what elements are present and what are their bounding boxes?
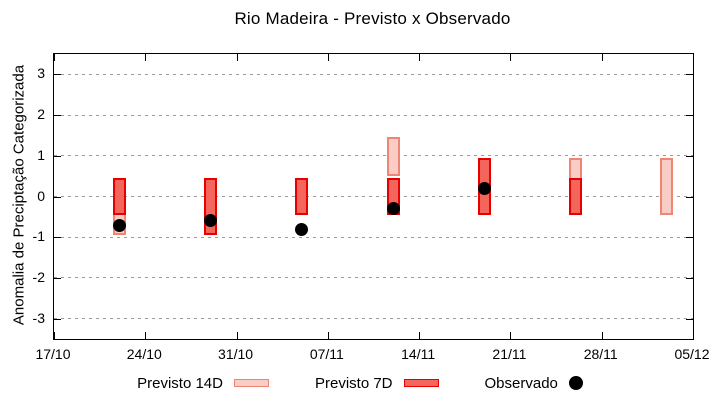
y-gridline [54, 318, 693, 320]
y-tick-left [54, 318, 61, 320]
x-tick-bottom [419, 332, 421, 339]
x-tick-top [601, 54, 603, 61]
y-tick-left [54, 115, 61, 117]
y-tick-right [686, 155, 693, 157]
x-tick-top [236, 54, 238, 61]
x-tick-label: 17/10 [35, 346, 71, 362]
bar-previsto-7d [112, 178, 126, 215]
x-tick-top [419, 54, 421, 61]
x-tick-label: 31/10 [218, 346, 254, 362]
legend-item-previsto-7d: Previsto 7D [315, 375, 439, 392]
y-tick-label: -3 [32, 309, 45, 326]
legend-label-previsto-14d: Previsto 14D [137, 374, 223, 392]
x-tick-label: 28/11 [583, 346, 618, 362]
y-tick-label: -2 [32, 268, 45, 285]
x-tick-bottom [54, 332, 55, 339]
y-gridline [54, 73, 693, 75]
x-tick-bottom [236, 332, 238, 339]
legend-label-previsto-7d: Previsto 7D [314, 374, 393, 392]
y-tick-left [54, 277, 61, 279]
y-gridline [54, 196, 693, 197]
observado-dot [295, 222, 309, 236]
y-tick-label: 1 [37, 146, 45, 163]
legend-swatch-previsto-14d-icon [233, 379, 269, 387]
y-gridline [54, 155, 693, 157]
y-tick-right [686, 277, 693, 279]
y-tick-label: 3 [37, 65, 45, 82]
y-tick-label: 2 [37, 106, 45, 123]
x-tick-top [693, 54, 694, 61]
x-tick-bottom [145, 332, 147, 339]
y-gridline [54, 114, 693, 116]
legend-observado-dot-icon [568, 376, 583, 390]
observado-dot [477, 181, 491, 195]
x-tick-label: 21/11 [492, 346, 527, 362]
bar-previsto-14d [386, 137, 400, 177]
bar-previsto-7d [569, 178, 583, 215]
x-tick-label: 07/11 [309, 346, 344, 362]
x-tick-bottom [693, 332, 694, 339]
y-tick-right [686, 237, 693, 239]
y-tick-right [686, 74, 693, 76]
legend-swatch-previsto-7d-icon [403, 379, 439, 387]
observado-dot [203, 214, 217, 228]
y-tick-left [54, 237, 61, 239]
y-tick-left [54, 74, 61, 76]
legend-item-observado: Observado [485, 375, 583, 392]
plot-area [53, 53, 694, 340]
x-tick-top [145, 54, 147, 61]
x-tick-bottom [510, 332, 512, 339]
bar-previsto-14d [660, 157, 674, 215]
x-tick-bottom [327, 332, 329, 339]
x-tick-label: 24/10 [126, 346, 162, 362]
legend-item-previsto-14d: Previsto 14D [137, 375, 269, 392]
y-tick-left [54, 155, 61, 157]
y-tick-label: 0 [37, 187, 45, 204]
observado-dot [386, 202, 400, 216]
legend-label-observado: Observado [484, 374, 558, 392]
y-tick-left [54, 196, 61, 198]
y-tick-right [686, 196, 693, 198]
chart-title: Rio Madeira - Previsto x Observado [234, 9, 511, 28]
y-tick-right [686, 115, 693, 117]
x-tick-top [327, 54, 329, 61]
observado-dot [112, 218, 126, 232]
x-tick-bottom [601, 332, 603, 339]
y-tick-label: -1 [32, 228, 45, 245]
bar-previsto-7d [295, 178, 309, 215]
legend: Previsto 14D Previsto 7D Observado [0, 370, 720, 396]
x-tick-top [54, 54, 55, 61]
x-tick-top [510, 54, 512, 61]
y-gridline [54, 236, 693, 238]
y-gridline [54, 277, 693, 279]
x-tick-label: 14/11 [401, 346, 436, 362]
y-tick-right [686, 318, 693, 320]
x-tick-label: 05/12 [674, 346, 710, 362]
